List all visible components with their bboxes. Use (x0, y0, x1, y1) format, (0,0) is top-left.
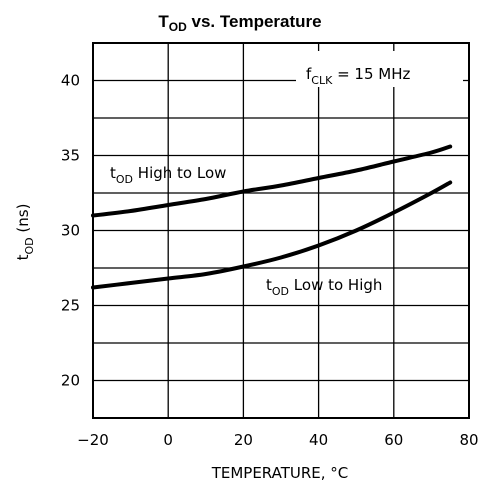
series-line-0 (91, 144, 453, 218)
chart-title: TOD vs. Temperature (158, 12, 321, 34)
x-tick-label: 40 (309, 431, 328, 449)
series-label-high-to-low: tOD High to Low (110, 164, 226, 186)
tick-labels: −20 0 20 40 60 80 20 25 30 35 40 (61, 72, 479, 450)
y-tick-label: 35 (61, 147, 80, 165)
series-group (91, 144, 453, 290)
condition-label: fCLK = 15 MHz (306, 65, 410, 87)
x-tick-label: 80 (459, 431, 478, 449)
x-axis-label: TEMPERATURE, °C (211, 464, 349, 482)
y-tick-label: 20 (61, 372, 80, 390)
x-tick-label: 20 (234, 431, 253, 449)
series-line-1 (91, 180, 453, 290)
condition-box (296, 51, 463, 87)
y-tick-label: 40 (61, 72, 80, 90)
grid (93, 43, 469, 418)
x-tick-label: −20 (77, 431, 109, 449)
y-tick-label: 30 (61, 222, 80, 240)
x-tick-label: 60 (384, 431, 403, 449)
y-axis-label: tOD (ns) (14, 204, 36, 261)
y-tick-label: 25 (61, 297, 80, 315)
series-label-low-to-high: tOD Low to High (266, 276, 382, 298)
x-tick-label: 0 (163, 431, 173, 449)
